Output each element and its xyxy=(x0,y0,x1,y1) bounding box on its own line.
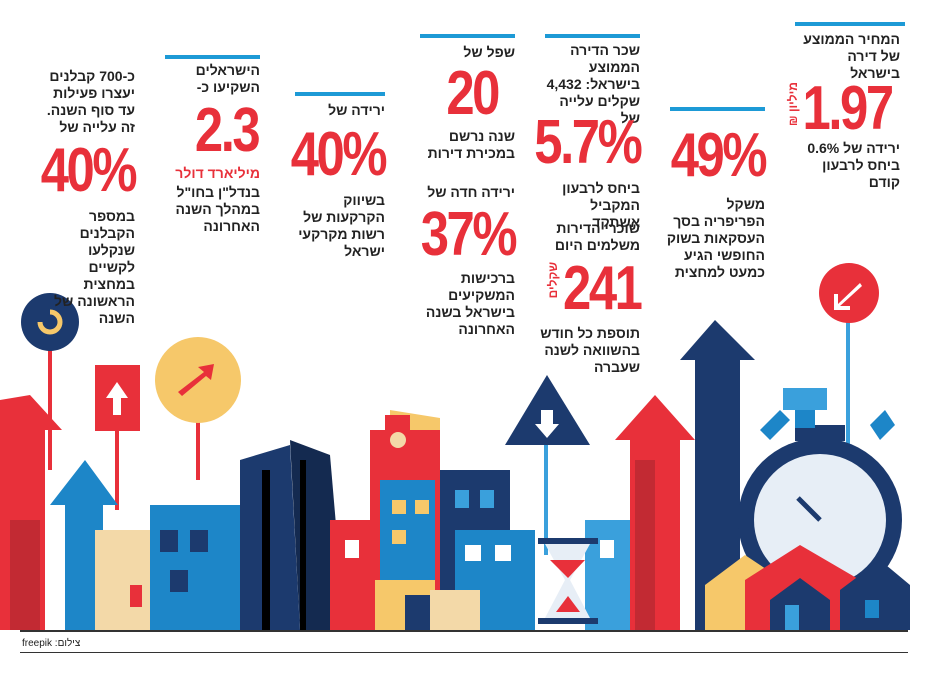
window xyxy=(495,545,511,561)
figure: 241 xyxy=(562,254,643,323)
window xyxy=(480,490,494,508)
rule xyxy=(295,92,385,96)
stopwatch-button xyxy=(870,410,895,440)
note: ביחס לרבעון המקביל אשתקד xyxy=(562,180,640,230)
window xyxy=(390,432,406,448)
lead: שוכרי הדירות משלמים היום xyxy=(554,220,640,253)
lead: כ-700 קבלנים יעצרו פעילות עד סוף השנה. ז… xyxy=(46,68,135,135)
pole xyxy=(196,420,200,480)
pole xyxy=(48,350,52,470)
figure: 40% xyxy=(290,120,388,189)
building xyxy=(430,590,480,630)
window xyxy=(415,500,429,514)
sign xyxy=(819,263,879,323)
arrow xyxy=(680,320,755,630)
window xyxy=(160,530,178,552)
window xyxy=(170,570,188,592)
sign-arrow xyxy=(106,382,128,415)
lead: המחיר הממוצע של דירה בישראל xyxy=(803,31,900,81)
baseline xyxy=(20,630,908,632)
window xyxy=(455,490,469,508)
window xyxy=(345,540,359,558)
sign-arrow xyxy=(178,364,214,396)
sign-arrow xyxy=(834,283,862,310)
sign-arrow xyxy=(535,410,559,438)
window xyxy=(130,585,142,607)
unit: שקלים xyxy=(546,262,560,299)
arrow xyxy=(635,460,655,630)
note: ירידה של 0.6% ביחס לרבעון קודם xyxy=(807,140,900,190)
figure: 49% xyxy=(670,121,768,190)
figure: 2.3 xyxy=(194,96,261,165)
unit: מיליארד דולר xyxy=(175,165,260,181)
pole xyxy=(544,445,548,555)
figure: 20 xyxy=(446,59,500,128)
window xyxy=(392,500,406,514)
window xyxy=(190,530,208,552)
rule xyxy=(420,34,515,38)
sand xyxy=(550,560,585,578)
arrow xyxy=(10,520,40,630)
stopwatch-neck xyxy=(795,425,845,441)
rule xyxy=(670,107,765,111)
rule xyxy=(545,34,640,38)
stripe xyxy=(300,460,306,630)
note: בנדל"ן בחו"ל במהלך השנה האחרונה xyxy=(175,184,261,234)
sand xyxy=(556,596,580,612)
building xyxy=(585,520,630,630)
lead: ירידה חדה של xyxy=(427,184,515,200)
stripe xyxy=(262,470,270,630)
lead: הישראלים השקיעו כ- xyxy=(195,62,260,95)
photo-credit: צילום: freepik xyxy=(22,638,81,649)
building xyxy=(95,530,155,630)
window xyxy=(465,545,481,561)
rule xyxy=(165,55,260,59)
door xyxy=(785,605,799,630)
window xyxy=(600,540,614,558)
note: שנה נרשם במכירת דירות xyxy=(427,128,515,161)
figure: 40% xyxy=(40,136,138,205)
stopwatch-button xyxy=(760,410,790,440)
note: בשיווק הקרקעות של רשות מקרקעי ישראל xyxy=(298,192,385,259)
pole xyxy=(115,430,119,510)
rule xyxy=(795,22,905,26)
sign xyxy=(21,293,79,351)
footer-rule xyxy=(20,652,908,653)
stopwatch-hand xyxy=(796,496,822,522)
sign-arrow xyxy=(37,309,63,335)
stopwatch-crown xyxy=(795,410,815,428)
pole xyxy=(846,320,850,450)
lead: ירידה של xyxy=(328,102,385,118)
note: ברכישות המשקיעים בישראל בשנה האחרונה xyxy=(425,270,515,337)
figure: 1.97 xyxy=(802,74,895,143)
note: תוספת כל חודש בהשוואה לשנה שעברה xyxy=(540,325,640,375)
lead: שכר הדירה הממוצע בישראל: 4,432 שקלים עלי… xyxy=(546,42,640,126)
hourglass xyxy=(538,618,598,624)
window xyxy=(392,530,406,544)
figure: 37% xyxy=(420,200,518,269)
house xyxy=(840,560,910,630)
stopwatch-crown xyxy=(783,388,827,410)
figure: 5.7% xyxy=(533,108,643,177)
lead: שפל של xyxy=(463,44,515,60)
hourglass xyxy=(538,538,598,544)
note: במספר הקבלנים שנקלעו לקשיים במחצית הראשו… xyxy=(54,208,135,326)
window xyxy=(865,600,879,618)
building xyxy=(150,505,240,630)
unit: מיליון ₪ xyxy=(786,82,800,126)
note: משקל הפריפריה בסך העסקאות בשוק החופשי הג… xyxy=(666,196,765,280)
